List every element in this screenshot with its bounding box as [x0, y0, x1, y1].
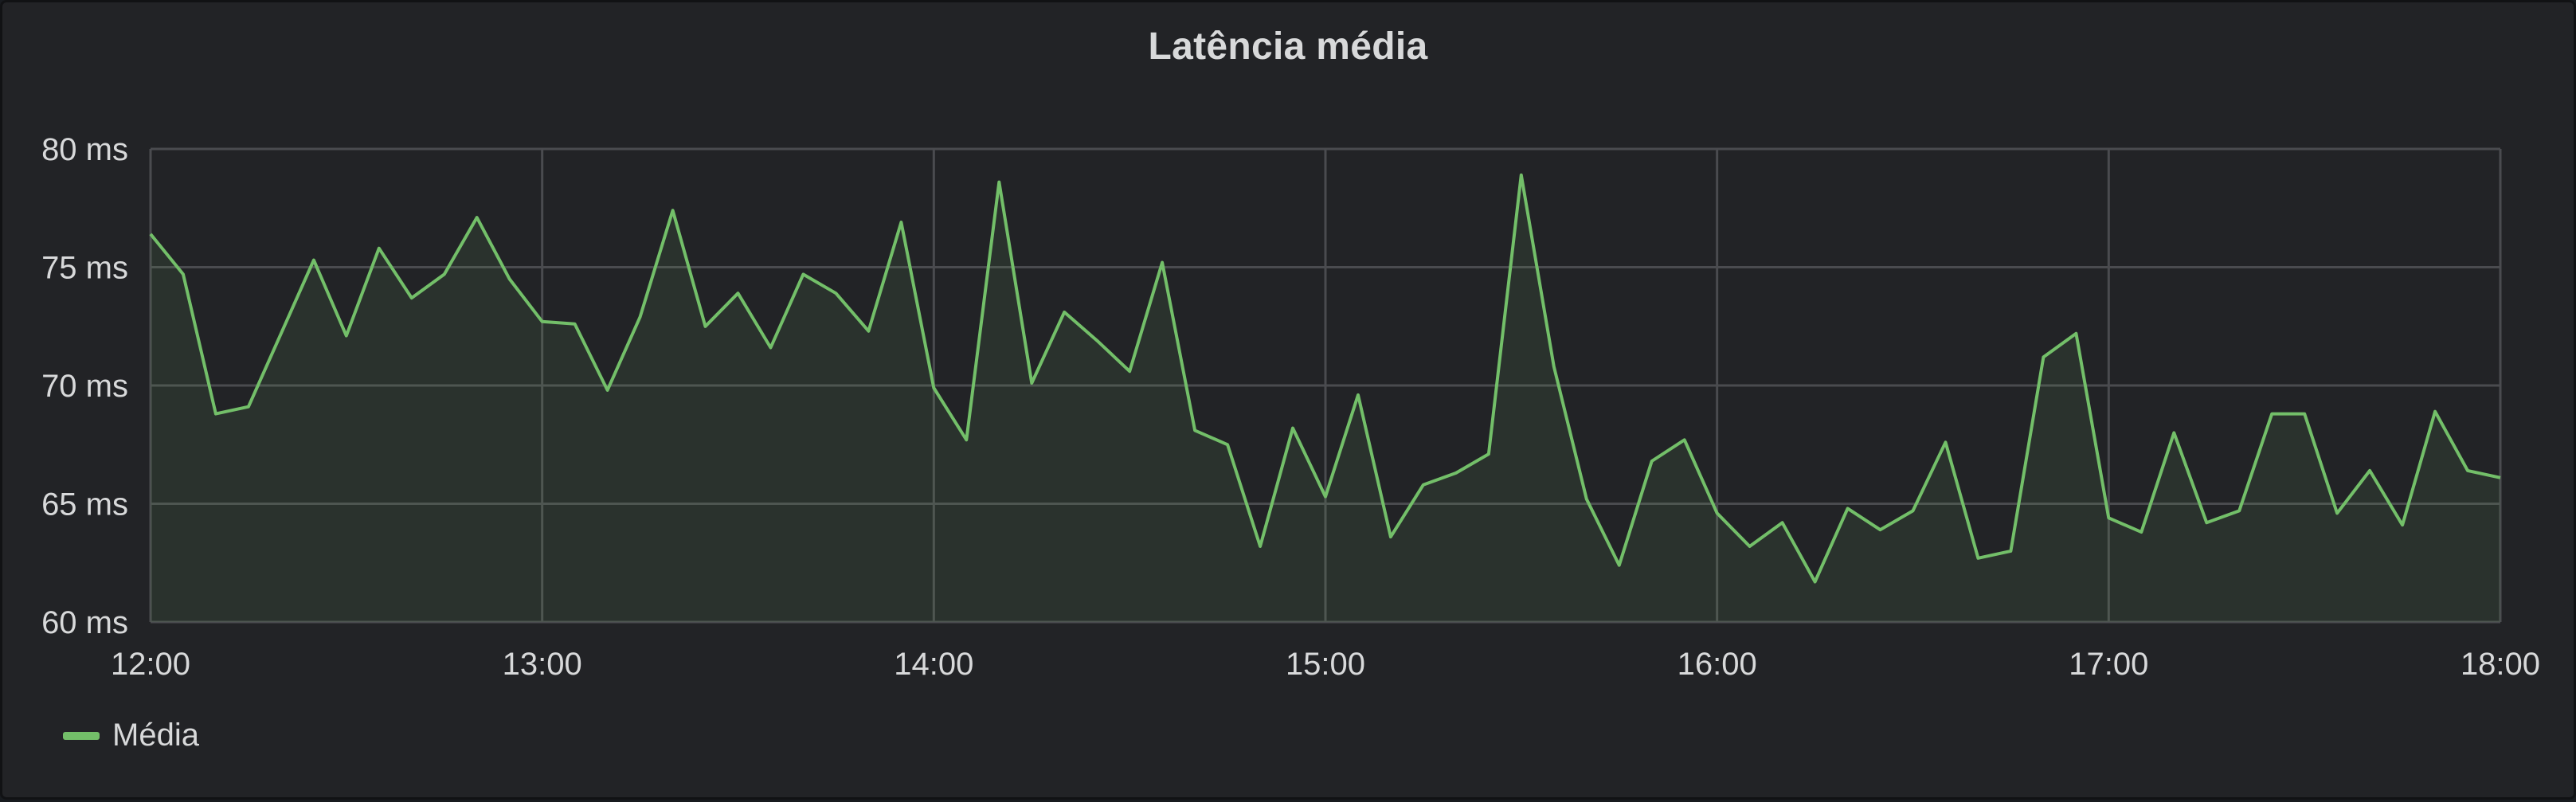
data-point — [1321, 492, 1330, 502]
data-point — [1778, 518, 1787, 527]
data-point — [2430, 407, 2440, 417]
legend-label: Média — [112, 718, 199, 753]
data-point — [2267, 409, 2277, 419]
data-point — [2332, 508, 2342, 518]
data-point — [994, 178, 1004, 187]
y-tick-label: 80 ms — [41, 132, 128, 167]
data-point — [701, 322, 711, 331]
data-point — [1909, 506, 1918, 515]
data-point — [1092, 336, 1102, 346]
data-point — [1419, 480, 1428, 490]
data-point — [342, 331, 351, 341]
data-point — [961, 435, 971, 444]
data-point — [374, 244, 384, 253]
data-point — [1059, 307, 1069, 317]
data-point — [244, 402, 253, 412]
data-point — [1027, 378, 1036, 388]
data-point — [668, 205, 678, 215]
data-point — [2104, 513, 2113, 522]
legend[interactable]: Média — [63, 718, 199, 753]
data-point — [2202, 518, 2211, 527]
data-point — [1353, 390, 1363, 400]
data-point — [1386, 532, 1396, 542]
data-point — [734, 288, 743, 298]
y-tick-label: 75 ms — [41, 251, 128, 286]
data-point — [211, 409, 221, 419]
data-point — [1680, 435, 1689, 444]
data-point — [1941, 437, 1951, 447]
x-tick-label: 17:00 — [2069, 647, 2148, 682]
x-tick-label: 13:00 — [503, 647, 582, 682]
data-point — [1288, 424, 1298, 433]
data-point — [505, 274, 515, 284]
data-point — [2496, 473, 2505, 483]
x-tick-label: 18:00 — [2461, 647, 2540, 682]
y-tick-label: 60 ms — [41, 605, 128, 640]
data-point — [2136, 527, 2146, 537]
data-point — [831, 288, 840, 298]
data-point — [1615, 561, 1624, 570]
data-point — [276, 329, 286, 338]
data-point — [896, 217, 906, 227]
data-point — [1973, 554, 1983, 563]
data-point — [1223, 440, 1232, 449]
data-point — [798, 269, 808, 279]
data-point — [929, 383, 938, 393]
data-point — [1876, 525, 1885, 534]
data-point — [2300, 409, 2309, 419]
y-tick-label: 65 ms — [41, 487, 128, 522]
data-point — [2234, 506, 2244, 515]
data-point — [636, 312, 645, 322]
data-point — [309, 256, 319, 265]
y-tick-label: 70 ms — [41, 369, 128, 404]
data-point — [1713, 508, 1722, 518]
data-point — [603, 385, 613, 395]
grid-lines — [149, 147, 2502, 624]
data-point — [407, 293, 417, 303]
x-tick-label: 14:00 — [894, 647, 973, 682]
data-point — [472, 213, 482, 222]
x-axis: 12:00 13:00 14:00 15:00 16:00 17:00 18:00 — [111, 647, 2540, 682]
data-point — [178, 269, 188, 279]
data-point — [1647, 456, 1657, 466]
data-point — [538, 317, 547, 327]
data-point — [1745, 542, 1755, 551]
data-point — [2006, 546, 2015, 556]
data-point — [1125, 366, 1134, 376]
data-point — [2398, 520, 2407, 530]
data-point — [1157, 258, 1167, 268]
data-point — [570, 319, 580, 329]
data-point — [863, 327, 873, 336]
series-area-fill — [151, 174, 2500, 622]
data-point — [1582, 495, 1591, 504]
data-point — [1811, 577, 1820, 587]
data-point — [1517, 170, 1526, 180]
panel-title: Latência média — [1148, 25, 1428, 68]
data-point — [2463, 466, 2472, 475]
x-tick-label: 16:00 — [1678, 647, 1757, 682]
data-point — [766, 343, 776, 353]
series-line — [149, 173, 2501, 584]
legend-swatch — [63, 731, 100, 740]
data-point — [1190, 425, 1200, 435]
data-point — [2169, 428, 2179, 437]
data-point — [1549, 362, 1559, 371]
data-point — [440, 269, 449, 279]
data-point — [1255, 542, 1265, 551]
data-point — [1451, 468, 1461, 478]
x-tick-label: 12:00 — [111, 647, 190, 682]
data-point — [146, 229, 155, 239]
data-point — [2071, 329, 2081, 338]
y-axis: 80 ms 75 ms 70 ms 65 ms 60 ms — [41, 132, 128, 640]
x-tick-label: 15:00 — [1286, 647, 1365, 682]
data-point — [2365, 466, 2374, 475]
data-point — [2038, 352, 2048, 362]
data-point — [1484, 449, 1494, 459]
data-point — [1843, 503, 1853, 513]
